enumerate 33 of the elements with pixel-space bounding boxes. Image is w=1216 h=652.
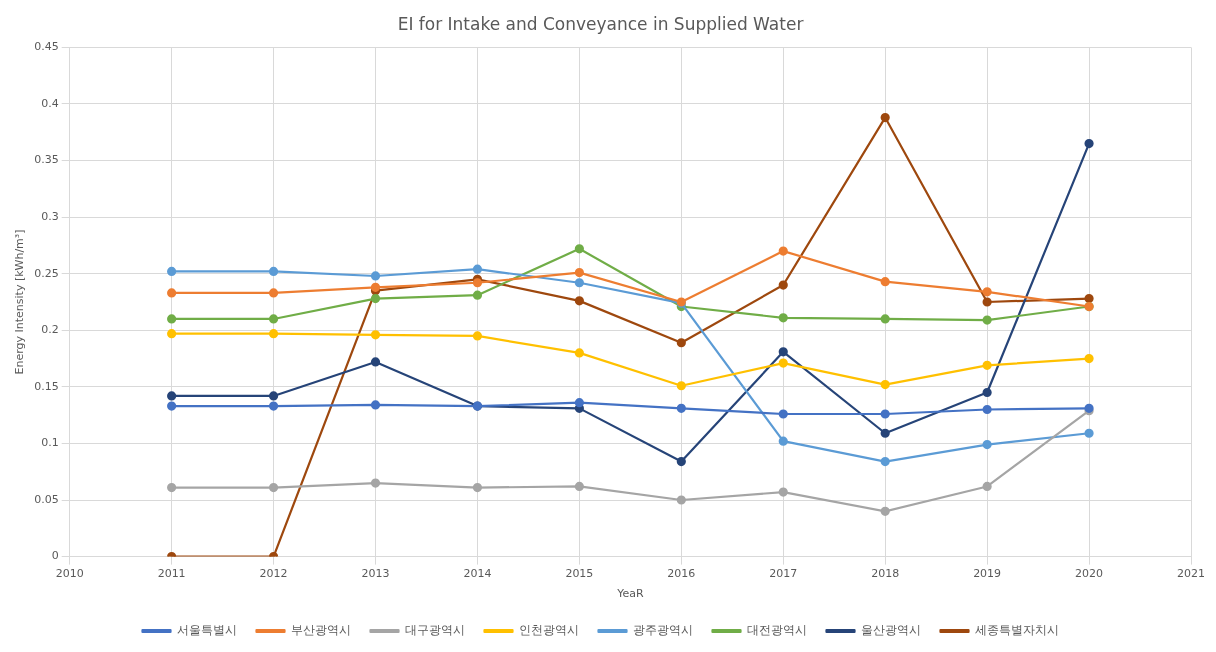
legend-label: 울산광역시 [860, 623, 921, 638]
y-tick-label: 0.15 [34, 379, 59, 393]
y-tick-label: 0.05 [34, 492, 59, 506]
x-tick-label: 2013 [361, 567, 390, 581]
legend-label: 대구광역시 [404, 623, 465, 638]
y-tick-label: 0.45 [34, 40, 59, 54]
legend-label: 부산광역시 [290, 623, 351, 638]
x-tick-label: 2010 [55, 567, 84, 581]
x-tick-label: 2017 [769, 567, 798, 581]
x-tick-label: 2015 [565, 567, 594, 581]
y-tick-label: 0.4 [41, 96, 59, 110]
x-axis-title: YeaR [616, 587, 644, 601]
x-tick-label: 2021 [1177, 567, 1205, 581]
y-tick-label: 0 [51, 549, 59, 563]
y-tick-label: 0.35 [34, 153, 59, 167]
legend-label: 서울특별시 [176, 623, 237, 638]
y-tick-label: 0.25 [34, 266, 59, 280]
legend-label: 대전광역시 [746, 623, 807, 638]
y-tick-label: 0.3 [41, 209, 59, 223]
x-tick-label: 2019 [973, 567, 1002, 581]
y-tick-label: 0.2 [41, 323, 59, 337]
x-tick-label: 2016 [667, 567, 696, 581]
x-tick-label: 2018 [871, 567, 900, 581]
legend-label: 광주광역시 [632, 623, 693, 638]
x-tick-label: 2014 [463, 567, 492, 581]
y-tick-label: 0.1 [41, 436, 59, 450]
chart-title: EI for Intake and Conveyance in Supplied Water [397, 13, 804, 34]
x-tick-label: 2020 [1075, 567, 1104, 581]
legend-label: 인천광역시 [518, 623, 579, 638]
x-tick-label: 2011 [157, 567, 186, 581]
x-tick-label: 2012 [259, 567, 288, 581]
y-axis-title: Energy Intensity [kWh/m³] [13, 229, 27, 375]
legend-label: 세종특별자치시 [974, 623, 1059, 638]
